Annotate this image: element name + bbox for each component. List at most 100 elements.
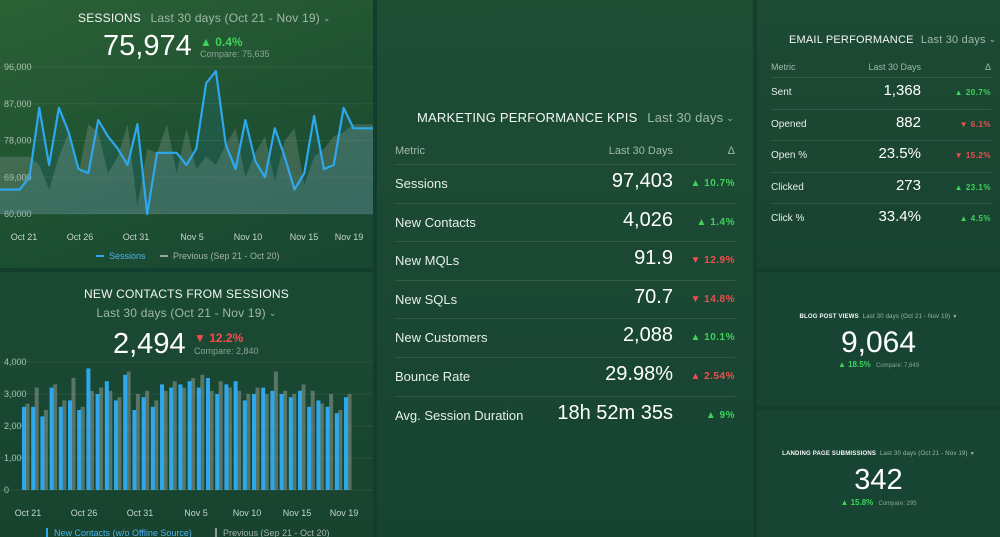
- contacts-bar: [104, 381, 109, 490]
- contacts-bar: [298, 390, 302, 490]
- blog-post-views-widget: BLOG POST VIEWS Last 30 days (Oct 21 - N…: [757, 272, 1000, 406]
- x-tick-label: Nov 10: [234, 232, 263, 242]
- sessions-series-line: [0, 69, 373, 216]
- landing-range-label: Last 30 days (Oct 21 - Nov 19): [880, 451, 968, 457]
- x-tick-label: Nov 5: [180, 232, 204, 242]
- email-delta-value: 6.1%: [970, 119, 991, 129]
- blog-value: 9,064: [840, 326, 917, 359]
- previous-bar: [191, 378, 196, 490]
- email-title-row: EMAIL PERFORMANCE Last 30 days ⌄: [789, 34, 996, 46]
- kpi-delta: ▲ 2.54%: [690, 371, 735, 382]
- up-arrow-icon: ▲: [690, 332, 701, 344]
- contacts-bar: [261, 387, 266, 490]
- legend-label-contacts: New Contacts (w/o Offline Source): [54, 528, 192, 537]
- down-arrow-icon: ▼: [690, 293, 701, 305]
- contacts-bar: [86, 368, 91, 490]
- email-range-label: Last 30 days: [920, 34, 986, 46]
- landing-page-submissions-widget: LANDING PAGE SUBMISSIONS Last 30 days (O…: [757, 410, 1000, 537]
- x-tick-label: Oct 21: [11, 232, 38, 242]
- landing-delta: ▲ 15.8%: [840, 498, 873, 507]
- up-arrow-icon: ▲: [954, 88, 964, 97]
- blog-title-row: BLOG POST VIEWS Last 30 days (Oct 21 - N…: [757, 314, 1000, 320]
- kpi-value: 91.9: [634, 247, 673, 270]
- legend-label-previous: Previous (Sep 21 - Oct 20): [173, 251, 280, 261]
- up-arrow-icon: ▲: [690, 178, 701, 189]
- previous-bar: [172, 381, 177, 490]
- kpi-row-new-mqls: New MQLs 91.9 ▼ 12.9%: [395, 241, 735, 279]
- email-row-sent: Sent 1,368 ▲ 20.7%: [771, 77, 991, 108]
- down-arrow-icon: ▼: [690, 255, 701, 267]
- contacts-compare: Compare: 2,840: [194, 346, 259, 356]
- landing-title-row: LANDING PAGE SUBMISSIONS Last 30 days (O…: [757, 451, 1000, 457]
- contacts-value: 2,494: [113, 328, 186, 360]
- contacts-bar: [242, 400, 247, 490]
- down-arrow-icon: ▼: [194, 331, 206, 345]
- sessions-date-range-dropdown[interactable]: Last 30 days (Oct 21 - Nov 19) ⌄: [151, 11, 331, 25]
- y-tick-label: 3,000: [4, 389, 27, 399]
- contacts-range-label: Last 30 days (Oct 21 - Nov 19): [96, 306, 266, 320]
- email-header-delta: Δ: [984, 62, 991, 72]
- kpi-value: 97,403: [611, 170, 673, 192]
- blog-compare: Compare: 7,649: [876, 363, 920, 369]
- blog-range-label: Last 30 days (Oct 21 - Nov 19): [862, 314, 951, 320]
- kpi-delta-value: 10.7%: [704, 178, 735, 189]
- previous-bar: [126, 371, 131, 490]
- kpi-delta-value: 12.9%: [704, 255, 735, 267]
- previous-bar: [80, 406, 85, 490]
- kpi-delta: ▲ 1.4%: [697, 217, 735, 228]
- y-tick-label: 1,000: [4, 453, 27, 463]
- sessions-series-area: [0, 71, 373, 214]
- legend-swatch-contacts: [46, 528, 48, 537]
- landing-delta-row: ▲ 15.8% Compare: 295: [757, 498, 1000, 507]
- contacts-bar: [68, 400, 72, 490]
- contacts-delta: ▼ 12.2%: [194, 331, 243, 345]
- blog-delta-row: ▲ 18.5% Compare: 7,649: [757, 360, 1000, 369]
- previous-bar: [108, 390, 113, 490]
- email-row-opened: Opened 882 ▼ 6.1%: [771, 108, 991, 140]
- kpi-value: 18h 52m 35s: [557, 401, 673, 424]
- email-delta-value: 20.7%: [965, 88, 991, 97]
- chevron-down-icon: ▼: [952, 314, 958, 320]
- contacts-bar: [316, 400, 321, 490]
- contacts-bar: [150, 406, 155, 490]
- contacts-bar: [252, 394, 256, 490]
- contacts-date-range-dropdown[interactable]: Last 30 days (Oct 21 - Nov 19) ⌄: [0, 306, 373, 320]
- email-delta: ▲ 23.1%: [955, 183, 991, 192]
- contacts-bar: [49, 387, 54, 490]
- contacts-bar: [95, 394, 100, 490]
- contacts-bar: [344, 397, 348, 490]
- x-tick-label: Oct 26: [67, 232, 94, 242]
- contacts-bar: [58, 406, 63, 490]
- marketing-kpis-widget: MARKETING PERFORMANCE KPIS Last 30 days ⌄…: [377, 0, 753, 537]
- contacts-bar: [206, 378, 210, 490]
- kpis-date-range-dropdown[interactable]: Last 30 days ⌄: [647, 110, 734, 125]
- contacts-bar: [196, 387, 201, 490]
- kpis-range-label: Last 30 days: [647, 110, 724, 125]
- email-metric: Sent: [771, 87, 792, 98]
- kpi-value: 4,026: [622, 208, 673, 231]
- sessions-compare: Compare: 75,635: [200, 49, 270, 59]
- down-arrow-icon: ▼: [954, 151, 964, 160]
- previous-bar: [301, 384, 306, 490]
- sessions-value: 75,974: [103, 30, 192, 62]
- up-arrow-icon: ▲: [696, 216, 707, 228]
- x-tick-label: Nov 10: [233, 508, 262, 518]
- contacts-delta-value: 12.2%: [209, 331, 244, 345]
- x-tick-label: Oct 31: [127, 508, 154, 518]
- kpi-value: 2,088: [622, 324, 673, 347]
- x-tick-label: Nov 19: [335, 232, 364, 242]
- previous-bar: [62, 400, 67, 490]
- up-arrow-icon: ▲: [705, 409, 717, 421]
- previous-bar: [25, 403, 30, 490]
- email-metric: Click %: [771, 213, 805, 224]
- x-tick-label: Nov 15: [283, 508, 312, 518]
- kpis-title: MARKETING PERFORMANCE KPIS: [417, 110, 638, 125]
- kpi-delta: ▼ 12.9%: [690, 255, 735, 266]
- landing-delta-value: 15.8%: [850, 498, 874, 507]
- email-value: 23.5%: [878, 145, 921, 162]
- kpis-table-header: Metric Last 30 Days Δ: [395, 145, 735, 165]
- landing-date-range-dropdown[interactable]: Last 30 days (Oct 21 - Nov 19) ▼: [880, 451, 975, 457]
- email-date-range-dropdown[interactable]: Last 30 days ⌄: [921, 34, 997, 46]
- up-arrow-icon: ▲: [200, 35, 212, 49]
- blog-date-range-dropdown[interactable]: Last 30 days (Oct 21 - Nov 19) ▼: [863, 314, 958, 320]
